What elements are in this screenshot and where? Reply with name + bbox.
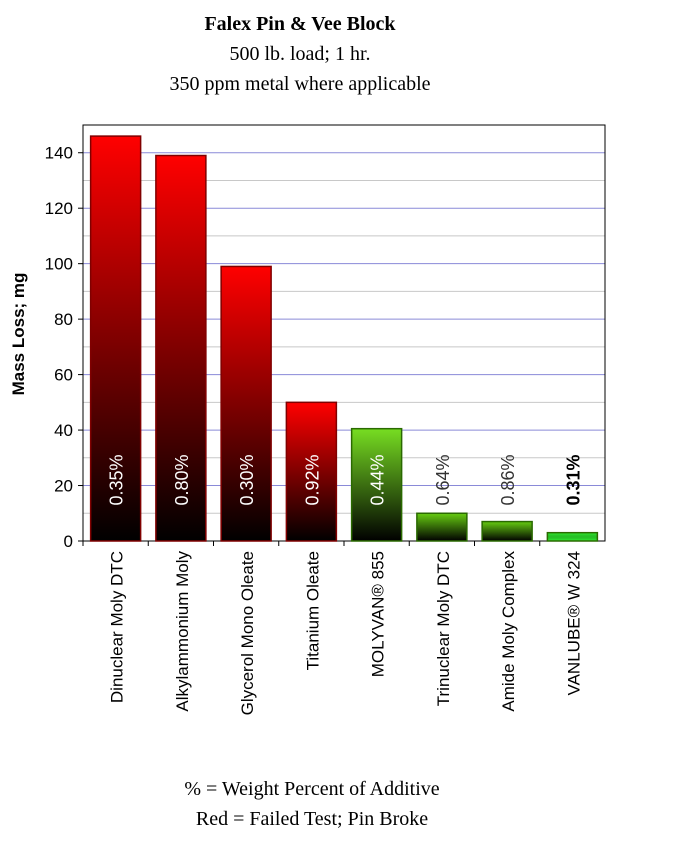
bar bbox=[350, 427, 403, 542]
chart-subtitle: 350 ppm metal where applicable bbox=[169, 73, 430, 95]
x-tick-label: Trinuclear Moly DTC bbox=[434, 551, 453, 706]
x-tick-label: Glycerol Mono Oleate bbox=[238, 551, 257, 715]
y-tick-label: 40 bbox=[54, 421, 73, 440]
bar-label: 0.92% bbox=[302, 454, 322, 505]
x-tick-label: Amide Moly Complex bbox=[499, 551, 518, 712]
bar bbox=[416, 512, 468, 542]
chart-title: Falex Pin & Vee Block bbox=[204, 13, 396, 35]
bar-label: 0.44% bbox=[368, 454, 388, 505]
note: % = Weight Percent of Additive bbox=[184, 778, 439, 800]
bar bbox=[481, 520, 533, 542]
x-tick-label: Alkylammonium Moly bbox=[173, 551, 192, 712]
y-tick-label: 80 bbox=[54, 310, 73, 329]
bar bbox=[220, 265, 272, 542]
x-tick-label: Dinuclear Moly DTC bbox=[108, 551, 127, 703]
bar bbox=[155, 154, 207, 542]
x-tick-label: VANLUBE® W 324 bbox=[564, 551, 583, 695]
bar bbox=[89, 135, 142, 542]
x-tick-label: Titanium Oleate bbox=[303, 551, 322, 670]
y-tick-label: 20 bbox=[54, 477, 73, 496]
note: Red = Failed Test; Pin Broke bbox=[196, 808, 428, 830]
y-tick-label: 0 bbox=[64, 532, 73, 551]
bar bbox=[285, 401, 338, 542]
bar bbox=[546, 531, 599, 542]
x-tick-label: MOLYVAN® 855 bbox=[369, 551, 388, 677]
y-axis-title: Mass Loss; mg bbox=[9, 273, 28, 396]
bar-label: 0.80% bbox=[172, 454, 192, 505]
bar-label: 0.64% bbox=[433, 454, 453, 505]
bar-label: 0.86% bbox=[498, 454, 518, 505]
bar-label: 0.31% bbox=[563, 454, 583, 505]
y-tick-label: 60 bbox=[54, 366, 73, 385]
bar-label: 0.35% bbox=[107, 454, 127, 505]
bar-label: 0.30% bbox=[237, 454, 257, 505]
y-tick-label: 140 bbox=[45, 144, 73, 163]
y-tick-label: 120 bbox=[45, 199, 73, 218]
chart-subtitle: 500 lb. load; 1 hr. bbox=[229, 43, 370, 65]
y-tick-label: 100 bbox=[45, 255, 73, 274]
